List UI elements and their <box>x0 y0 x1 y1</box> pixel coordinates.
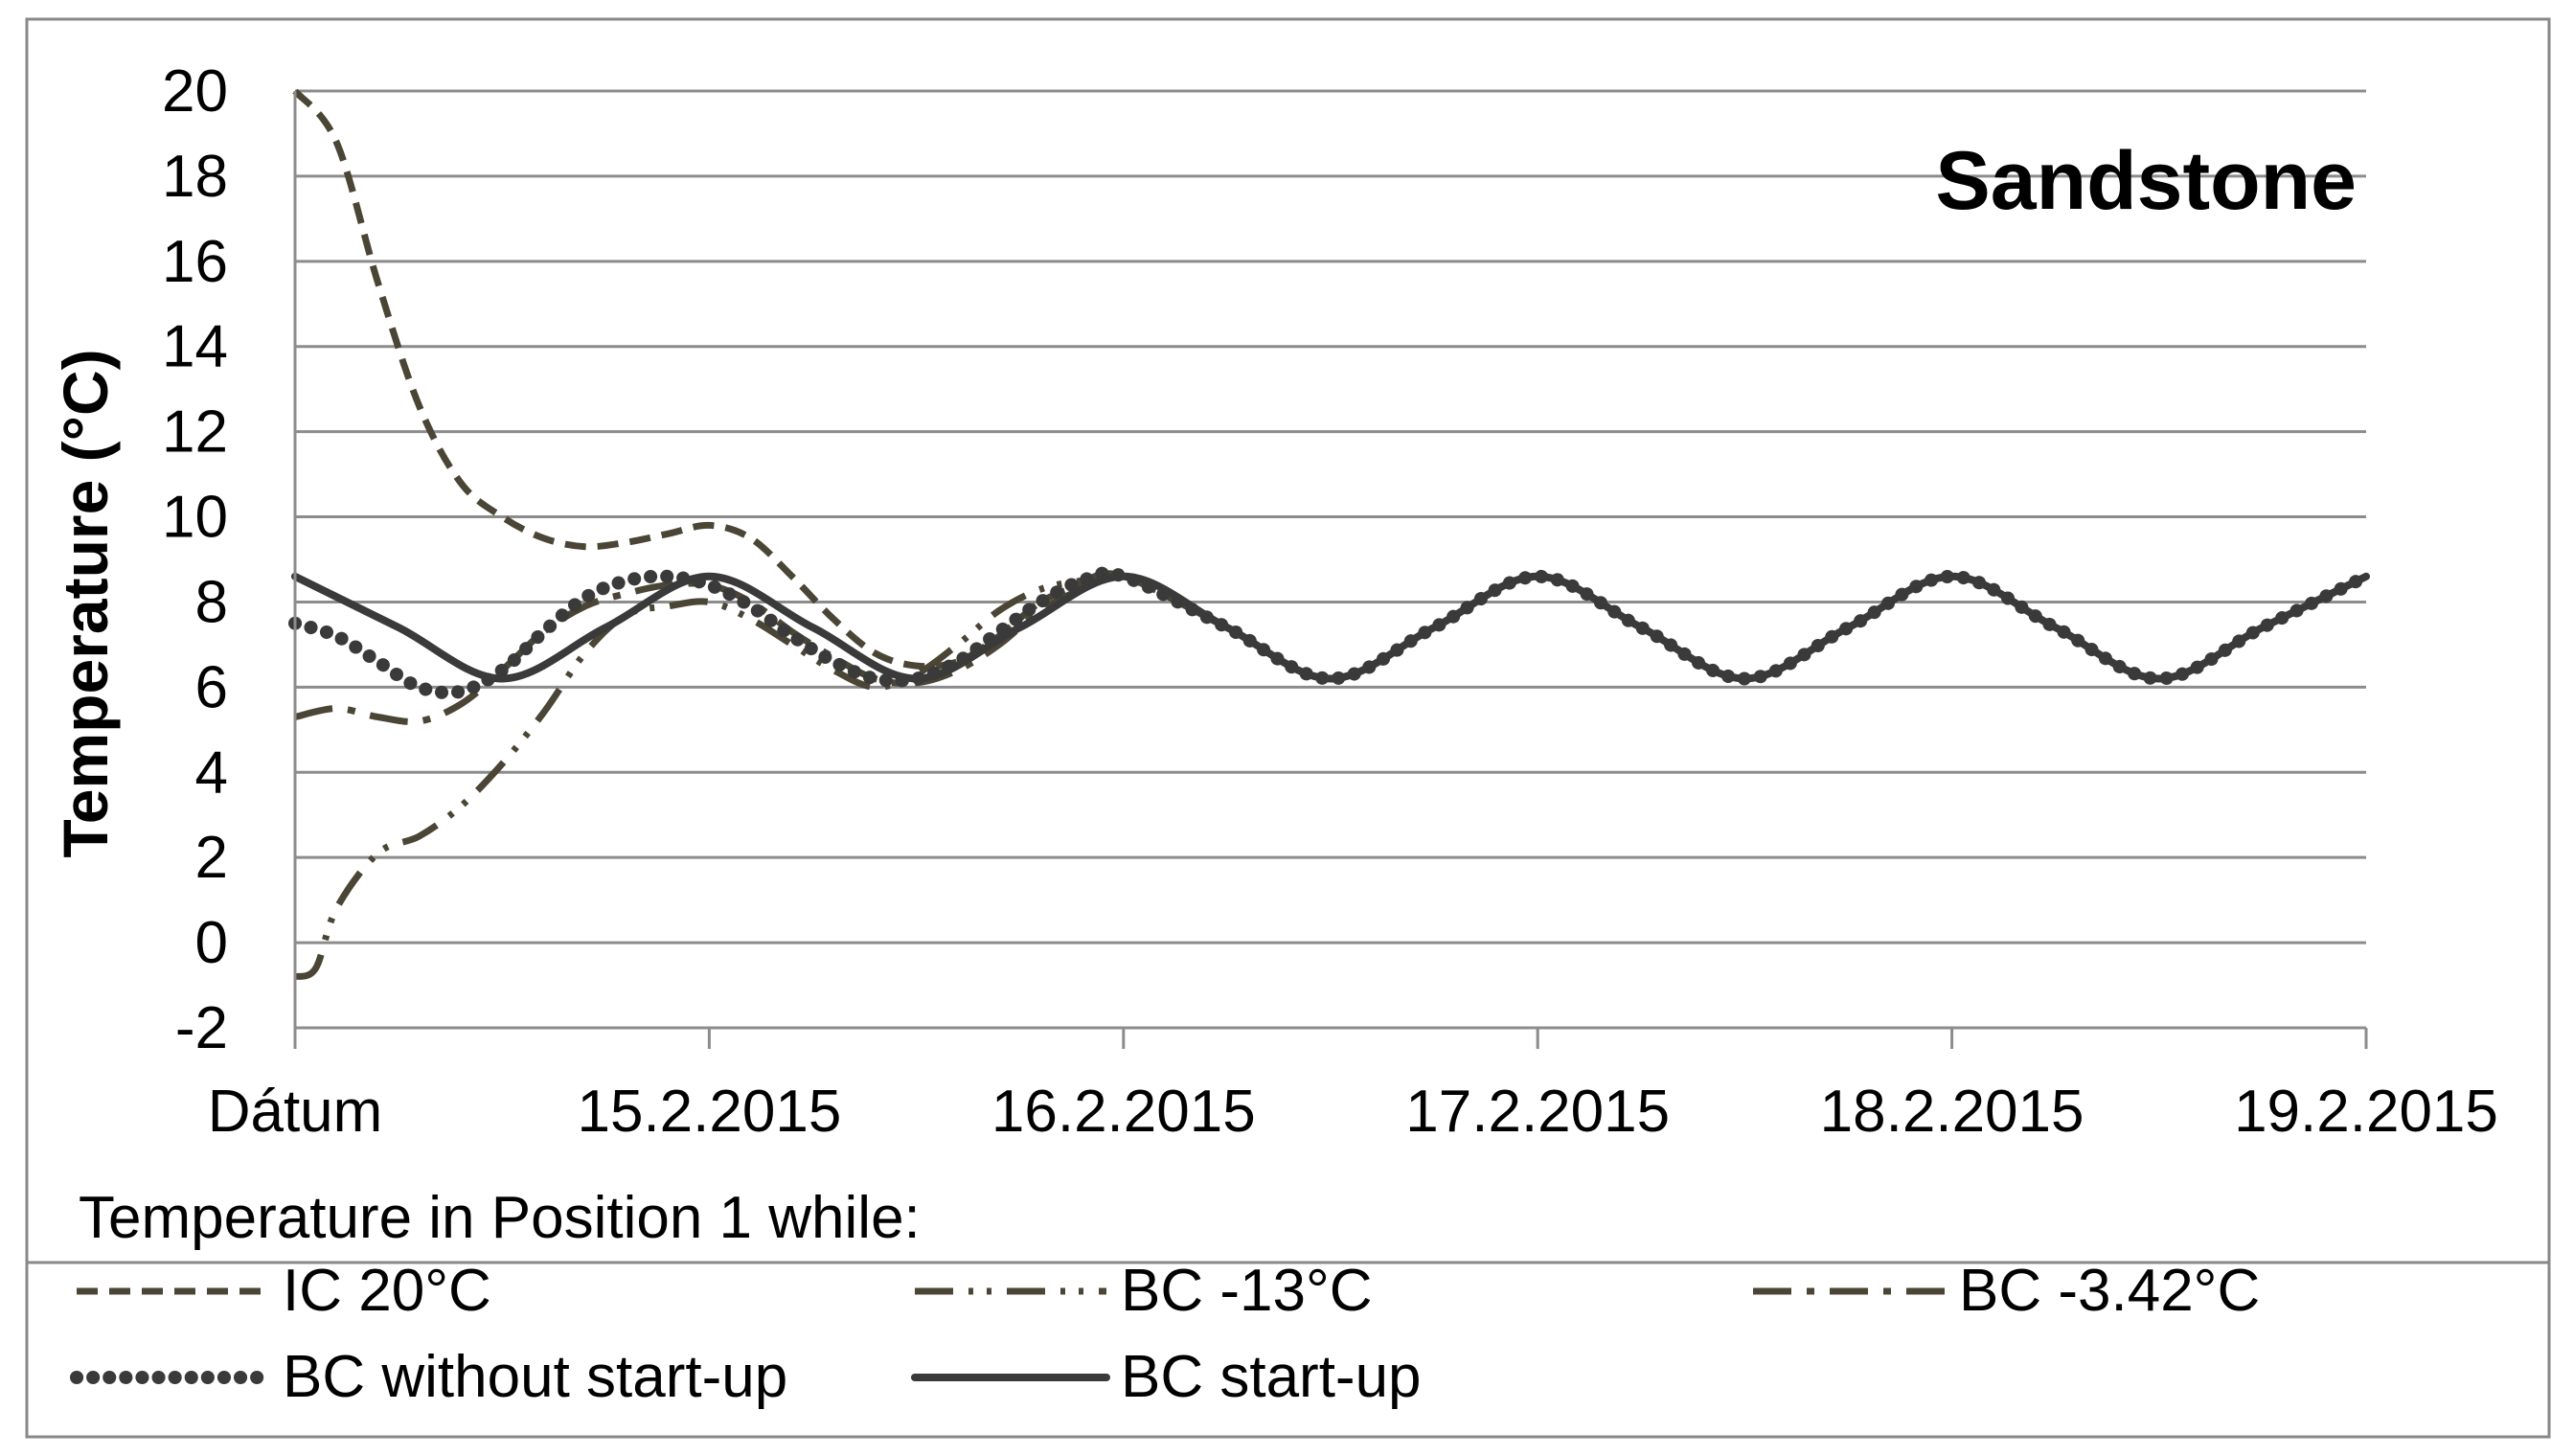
y-tick-label: 18 <box>162 144 228 210</box>
series-layer <box>288 88 2373 981</box>
x-tick-label: 16.2.2015 <box>991 1079 1256 1145</box>
legend-title: Temperature in Position 1 while: <box>79 1185 921 1251</box>
grid-layer <box>295 89 2366 1030</box>
series-line-bc-start-up <box>291 572 2370 683</box>
chart-title: Sandstone <box>1935 135 2357 227</box>
x-tick-label: 17.2.2015 <box>1405 1079 1670 1145</box>
y-tick-label: 0 <box>195 910 228 976</box>
x-tick-label: 19.2.2015 <box>2234 1079 2498 1145</box>
series-line-bc-13-c <box>293 570 2368 981</box>
series-line-bc-3-42-c <box>294 571 2368 725</box>
y-tick-label: -2 <box>175 995 228 1061</box>
y-tick-label: 4 <box>195 739 228 806</box>
legend-label-bc-3-42-c: BC -3.42°C <box>1959 1258 2260 1324</box>
x-tick-label: 18.2.2015 <box>1820 1079 2084 1145</box>
y-axis-label: Temperature (°C) <box>50 349 121 857</box>
y-tick-label: 16 <box>162 229 228 295</box>
legend-label-bc-without-start-up: BC without start-up <box>283 1344 787 1410</box>
outer-border <box>25 17 2551 1439</box>
y-tick-label: 12 <box>162 399 228 466</box>
y-tick-label: 10 <box>162 485 228 551</box>
y-tick-label: 2 <box>195 825 228 891</box>
y-tick-label: 14 <box>162 314 228 380</box>
y-tick-label: 6 <box>195 654 228 720</box>
x-tick-label: 15.2.2015 <box>577 1079 841 1145</box>
y-tick-label: 8 <box>195 569 228 635</box>
x-tick-label: Dátum <box>208 1079 383 1145</box>
legend-label-bc-start-up: BC start-up <box>1121 1344 1422 1410</box>
legend-label-bc-13-c: BC -13°C <box>1121 1258 1373 1324</box>
y-tick-label: 20 <box>162 58 228 125</box>
legend: IC 20°C BC -13°C BC -3.42°C BC without star… <box>70 1258 2260 1410</box>
legend-label-ic-20-c: IC 20°C <box>283 1258 491 1324</box>
